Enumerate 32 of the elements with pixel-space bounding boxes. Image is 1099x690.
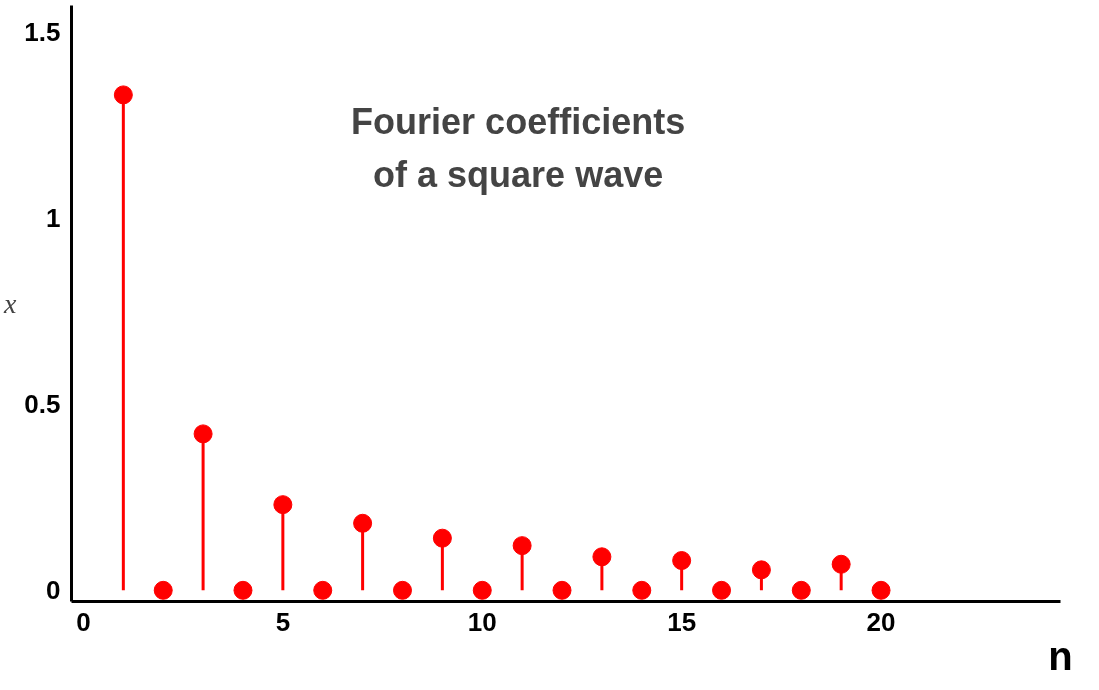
x-axis-title: n: [1048, 633, 1073, 678]
point: [432, 528, 452, 548]
point: [592, 547, 612, 567]
point: [153, 580, 173, 600]
x-tick-label: 10: [467, 606, 497, 637]
point: [273, 495, 293, 515]
point: [791, 580, 811, 600]
y-tick-label: 0: [46, 575, 61, 606]
y-tick-label: 1.5: [24, 16, 61, 47]
text: Fourier coefficients of a square wave: [351, 101, 686, 196]
point: [193, 424, 213, 444]
point: [871, 580, 891, 600]
y-axis-title: x: [2, 288, 17, 319]
point: [113, 85, 133, 105]
y-tick-label: 0.5: [24, 389, 61, 420]
point: [751, 560, 771, 580]
x-tick-label: 5: [275, 606, 291, 637]
point: [233, 580, 253, 600]
x-tick-label: 20: [866, 606, 896, 637]
point: [672, 551, 692, 571]
y-tick-label: 1: [46, 202, 61, 233]
point: [552, 580, 572, 600]
point: [712, 580, 732, 600]
point: [393, 580, 412, 600]
point: [313, 580, 333, 600]
x-tick-label: 0: [76, 606, 91, 637]
point: [831, 554, 851, 574]
point: [512, 536, 532, 556]
point: [353, 513, 373, 533]
x-tick-label: 15: [667, 606, 697, 637]
point: [632, 580, 652, 600]
point: [472, 580, 492, 600]
